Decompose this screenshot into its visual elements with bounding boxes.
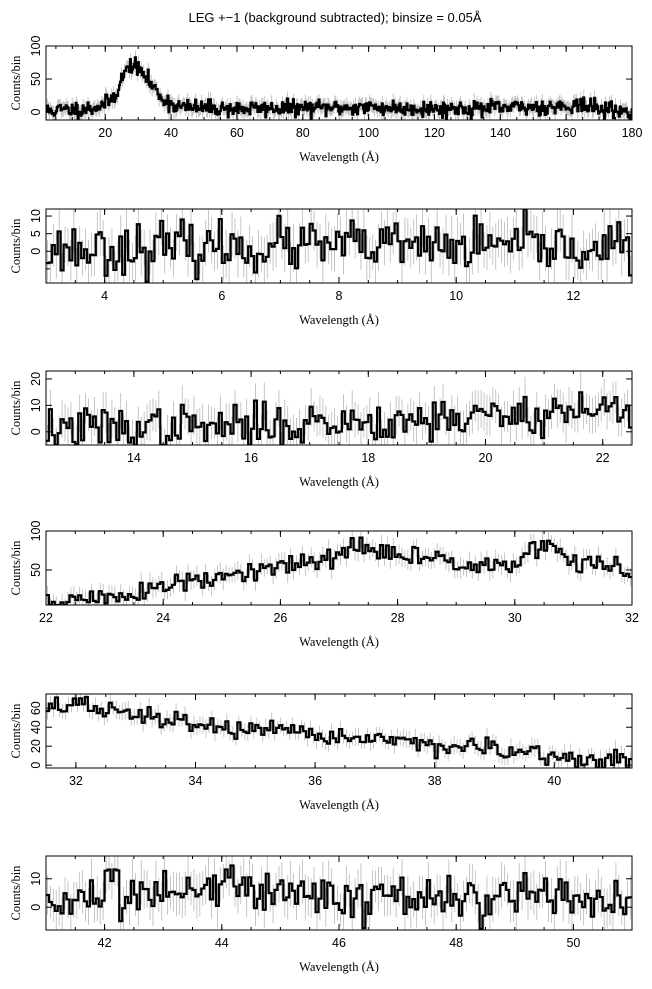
y-tick-label: 10 <box>29 209 43 223</box>
x-tick-label: 44 <box>215 936 229 950</box>
x-axis-label: Wavelength (Å) <box>299 960 379 974</box>
x-tick-label: 14 <box>127 451 141 465</box>
x-tick-label: 16 <box>244 451 258 465</box>
x-axis-label: Wavelength (Å) <box>299 475 379 489</box>
x-tick-label: 28 <box>391 611 405 625</box>
x-tick-label: 18 <box>361 451 375 465</box>
y-tick-label: 20 <box>29 739 43 753</box>
spectrum-step-line <box>46 536 632 605</box>
x-tick-label: 32 <box>625 611 639 625</box>
x-tick-label: 30 <box>508 611 522 625</box>
plot-frame <box>45 693 633 769</box>
spectrum-panel-2: 4 6 8 10 12 0 5 10 Wavelength (Å) Counts/bin <box>9 208 633 327</box>
x-tick-label: 26 <box>273 611 287 625</box>
x-axis-label: Wavelength (Å) <box>299 635 379 649</box>
spectrum-step-line <box>46 209 632 283</box>
spectrum-panel-5: 32 34 36 38 40 0 20 40 60 Wavelength (Å) Counts/bi… <box>9 693 633 812</box>
y-tick-label: 40 <box>29 720 43 734</box>
x-tick-label: 120 <box>424 126 445 140</box>
x-tick-label: 22 <box>596 451 610 465</box>
x-tick-label: 20 <box>98 126 112 140</box>
y-tick-label: 5 <box>29 230 43 237</box>
x-tick-label: 8 <box>336 289 343 303</box>
y-axis-label: Counts/bin <box>9 55 23 111</box>
y-tick-label: 20 <box>29 372 43 386</box>
y-tick-label: 10 <box>29 872 43 886</box>
y-tick-label: 50 <box>29 563 43 577</box>
y-axis-label: Counts/bin <box>9 380 23 436</box>
y-tick-label: 50 <box>29 72 43 86</box>
x-tick-label: 34 <box>189 774 203 788</box>
x-tick-label: 10 <box>449 289 463 303</box>
plot-area <box>46 856 632 930</box>
x-tick-label: 6 <box>218 289 225 303</box>
spectrum-panel-6: 42 44 46 48 50 0 10 Wavelength (Å) Counts/bin <box>9 855 633 974</box>
y-tick-label: 0 <box>29 248 43 255</box>
plot-area <box>46 531 632 605</box>
x-tick-label: 60 <box>230 126 244 140</box>
x-tick-label: 22 <box>39 611 53 625</box>
x-axis-label: Wavelength (Å) <box>299 313 379 327</box>
x-tick-label: 12 <box>566 289 580 303</box>
x-tick-label: 180 <box>622 126 643 140</box>
plot-area <box>46 209 632 283</box>
y-tick-label: 0 <box>29 109 43 116</box>
spectrum-panel-4: 22 24 26 28 30 32 50 100 Wavelength (Å) Counts/bi… <box>9 521 639 649</box>
plot-frame <box>45 45 633 121</box>
figure-title: LEG +−1 (background subtracted); binsize… <box>188 10 481 25</box>
x-tick-label: 40 <box>547 774 561 788</box>
spectrum-step-line <box>46 391 632 445</box>
plot-area <box>46 694 632 768</box>
x-tick-label: 4 <box>101 289 108 303</box>
x-tick-label: 24 <box>156 611 170 625</box>
x-tick-label: 140 <box>490 126 511 140</box>
x-tick-label: 36 <box>308 774 322 788</box>
x-tick-label: 40 <box>164 126 178 140</box>
y-tick-label: 10 <box>29 398 43 412</box>
x-tick-label: 32 <box>69 774 83 788</box>
x-tick-label: 50 <box>566 936 580 950</box>
x-tick-label: 80 <box>296 126 310 140</box>
y-tick-label: 0 <box>29 428 43 435</box>
x-tick-label: 160 <box>556 126 577 140</box>
spectrum-step-line <box>46 695 632 768</box>
y-tick-label: 0 <box>29 904 43 911</box>
x-axis-label: Wavelength (Å) <box>299 798 379 812</box>
x-axis-label: Wavelength (Å) <box>299 150 379 164</box>
plot-area <box>46 50 632 120</box>
x-tick-label: 42 <box>98 936 112 950</box>
spectrum-panels: 20 40 60 80 100 120 140 160 180050100Wavelength … <box>9 36 642 974</box>
spectrum-step-line <box>46 864 632 930</box>
x-tick-label: 100 <box>358 126 379 140</box>
plot-area <box>46 371 632 445</box>
x-tick-label: 48 <box>449 936 463 950</box>
spectrum-step-line <box>46 56 632 120</box>
y-axis-label: Counts/bin <box>9 540 23 596</box>
y-tick-label: 100 <box>29 521 43 542</box>
x-tick-label: 46 <box>332 936 346 950</box>
y-tick-label: 100 <box>29 36 43 57</box>
spectrum-panel-1: 20 40 60 80 100 120 140 160 180 0 50 100 Wavelength … <box>9 36 642 164</box>
y-tick-label: 60 <box>29 701 43 715</box>
y-axis-label: Counts/bin <box>9 703 23 759</box>
spectrum-panel-3: 14 16 18 20 22 0 10 20 Wavelength (Å) Counts/bin <box>9 370 633 489</box>
y-axis-label: Counts/bin <box>9 218 23 274</box>
error-bars <box>47 856 631 930</box>
y-axis-label: Counts/bin <box>9 865 23 921</box>
y-tick-label: 0 <box>29 762 43 769</box>
x-tick-label: 38 <box>428 774 442 788</box>
x-tick-label: 20 <box>479 451 493 465</box>
